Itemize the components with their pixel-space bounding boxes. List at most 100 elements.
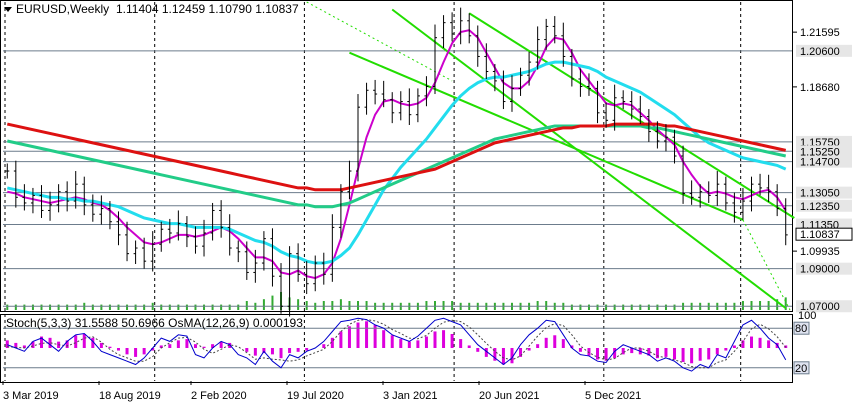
volume-bar (750, 301, 753, 310)
volume-bar (305, 301, 308, 310)
volume-bar (237, 304, 240, 310)
channel-line (742, 219, 791, 311)
volume-bar (168, 304, 171, 310)
volume-bar (185, 304, 188, 310)
osma-bar (305, 348, 309, 351)
osma-bar (356, 322, 360, 348)
volume-bar (664, 304, 667, 310)
osma-bar (330, 337, 334, 348)
osma-bar (450, 334, 454, 348)
osma-bar (99, 342, 103, 348)
time-label: 3 Jan 2021 (383, 390, 437, 402)
current-price-box (795, 227, 853, 241)
osma-bar (193, 344, 197, 348)
osma-bar (14, 342, 18, 348)
osma-bar (116, 348, 120, 351)
osma-bar (750, 336, 754, 348)
osma-bar (561, 339, 565, 348)
osma-bar (151, 348, 155, 351)
osma-bar (536, 344, 540, 348)
current-price-label: 1.10837 (800, 229, 840, 241)
osma-bar (5, 340, 9, 348)
volume-bar (536, 301, 539, 310)
time-label: 19 Jul 2020 (287, 390, 344, 402)
indicator-header: Stoch(5,3,3) 31.5588 50.6966 OsMA(12,26,… (6, 316, 303, 330)
level-label-box (796, 186, 852, 199)
osma-bar (732, 345, 736, 348)
channel-line (349, 51, 744, 221)
osma-bar (65, 340, 69, 348)
volume-bar (14, 304, 17, 310)
volume-bar (108, 304, 111, 310)
osma-bar (185, 339, 189, 348)
volume-bar (639, 304, 642, 310)
volume-bar (331, 301, 334, 310)
osma-bar (31, 341, 35, 348)
osma-bar (176, 340, 180, 348)
volume-bar (194, 304, 197, 310)
level-label: 1.12350 (800, 201, 840, 213)
osma-bar (647, 348, 651, 356)
price-pane-frame (0, 0, 793, 312)
volume-bar (228, 304, 231, 310)
volume-bar (579, 304, 582, 310)
volume-bar (759, 301, 762, 310)
osma-bar (664, 348, 668, 357)
osma-bar (501, 348, 505, 365)
osma-bar (724, 348, 728, 351)
osma-bar (365, 321, 369, 348)
ma-red-line (6, 122, 787, 192)
price-axis: 1.206001.157501.152501.147001.130501.123… (792, 27, 853, 313)
osma-bar (322, 344, 326, 348)
osma-bar (424, 336, 428, 348)
volume-bar (66, 304, 69, 310)
osma-bar (690, 348, 694, 364)
osma-bar (48, 337, 52, 348)
ma-green-line (6, 124, 787, 209)
level-label-box (796, 145, 852, 158)
time-label: 3 Mar 2019 (3, 390, 59, 402)
volume-bar (117, 304, 120, 310)
osma-bar (544, 337, 548, 348)
osma-bar (142, 348, 146, 355)
osma-bar (296, 348, 300, 352)
osma-bar (39, 336, 43, 348)
volume-bar (23, 304, 26, 310)
osma-bar (459, 339, 463, 348)
level-label-box (796, 218, 852, 231)
volume-bar (776, 299, 779, 310)
volume-bar (365, 301, 368, 310)
symbol-label[interactable]: EURUSD,Weekly (16, 2, 109, 16)
osma-bar (467, 345, 471, 348)
osma-bar (553, 335, 557, 348)
price-tick-label: 1.21595 (800, 27, 840, 39)
time-axis: 3 Mar 2019 18 Aug 2019 2 Feb 2020 19 Jul 20… (2, 381, 641, 402)
osma-bar (168, 344, 172, 348)
indicator-pane-frame (0, 314, 793, 383)
osma-bar (570, 345, 574, 348)
osma-bar (630, 348, 634, 354)
osma-bar (219, 341, 223, 348)
osma-bar (245, 348, 249, 352)
osma-bar (698, 348, 702, 361)
symbol-dropdown-icon[interactable] (4, 7, 12, 12)
volume-bar (31, 304, 34, 310)
volume-bar (425, 301, 428, 310)
osma-bar (211, 344, 215, 348)
osma-bar (288, 348, 292, 354)
volume-bar (74, 304, 77, 310)
volume-bar (271, 295, 274, 310)
level-label-box (796, 300, 852, 313)
volume-bar (297, 299, 300, 310)
volume-bar (451, 301, 454, 310)
level-label: 1.20600 (800, 46, 840, 58)
volume-bar (57, 304, 60, 310)
volume-bar (357, 301, 360, 310)
osma-bar (416, 340, 420, 348)
osma-bar (578, 348, 582, 352)
volume-bar (348, 301, 351, 310)
volume-bar (673, 304, 676, 310)
osma-bar (527, 348, 531, 351)
stoch-main-line (7, 317, 787, 372)
